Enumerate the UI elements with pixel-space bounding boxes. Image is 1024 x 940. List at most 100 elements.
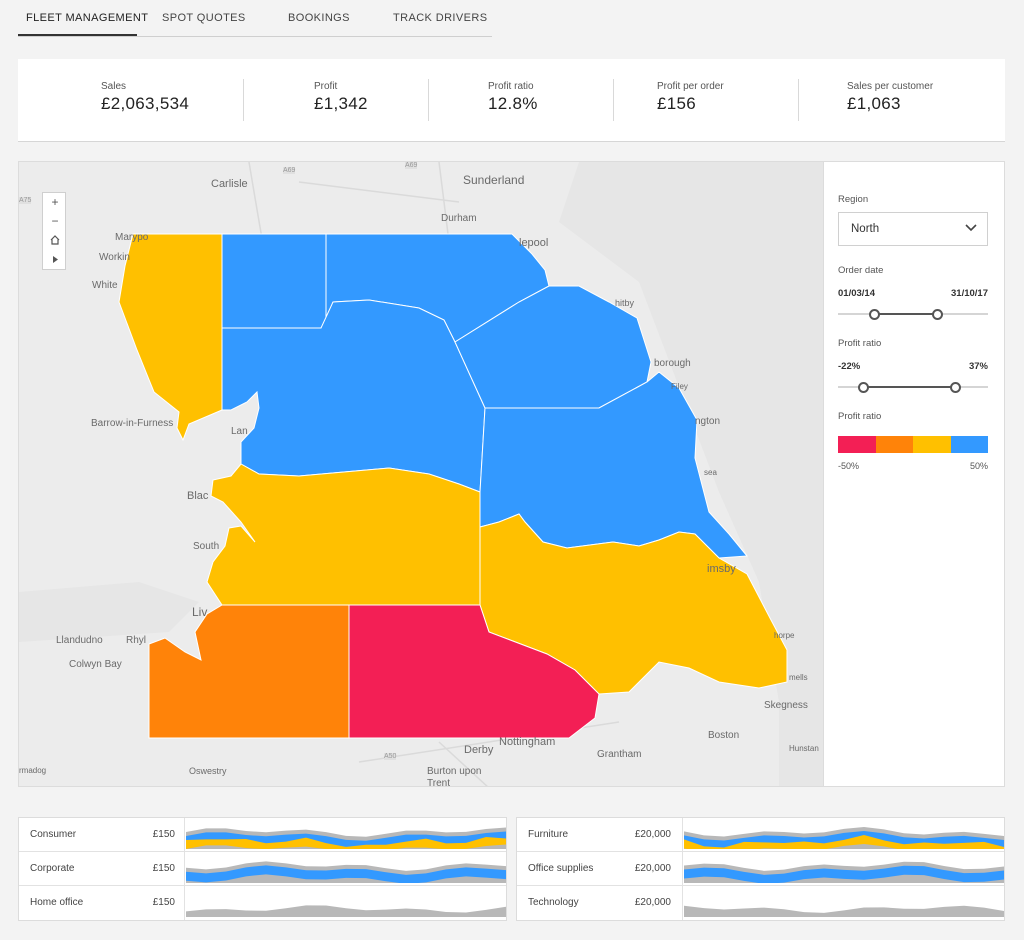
region-lancashire-west-yorkshire[interactable] (206, 463, 481, 606)
profit-ratio-slider-fill (863, 386, 955, 388)
category-name: Furniture (528, 829, 569, 840)
profit-ratio-slider-handle-max[interactable] (949, 381, 961, 393)
profit-ratio-slider[interactable] (838, 381, 988, 393)
map-place-label: rmadog (19, 766, 47, 775)
tab-spot-quotes[interactable]: SPOT QUOTES (162, 12, 246, 24)
map-place-label: hitby (615, 298, 635, 308)
tab-track-drivers[interactable]: TRACK DRIVERS (393, 12, 488, 24)
map-place-label: Liv (192, 605, 208, 619)
kpi-label: Sales (101, 81, 127, 92)
table-row[interactable]: Furniture £20,000 (517, 818, 1004, 852)
map-place-label: mells (789, 673, 808, 682)
tab-bookings[interactable]: BOOKINGS (288, 12, 350, 24)
category-name: Technology (528, 897, 579, 908)
table-row[interactable]: Consumer £150 (19, 818, 506, 852)
profit-ratio-max: 37% (968, 361, 988, 372)
kpi-divider (428, 79, 429, 121)
map-place-label: South (193, 541, 220, 552)
region-select-value: North (851, 223, 880, 235)
kpi-label: Profit per order (657, 81, 724, 92)
order-date-slider-handle-end[interactable] (931, 308, 943, 320)
kpi-value: 12.8% (488, 94, 538, 113)
play-icon[interactable] (43, 250, 67, 269)
table-row[interactable]: Corporate £150 (19, 852, 506, 886)
map-place-label: Lan (231, 426, 248, 437)
sparkline-area (186, 905, 506, 917)
segment-name: Corporate (30, 863, 75, 874)
map-place-label: Durham (441, 213, 477, 224)
kpi-label: Profit (314, 81, 338, 92)
tab-bar: FLEET MANAGEMENT SPOT QUOTES BOOKINGS TR… (18, 0, 492, 37)
sparkline-area (186, 837, 506, 849)
kpi-profit-per-order: Profit per order £156 (657, 81, 724, 114)
map-place-label: Filey (671, 382, 688, 391)
kpi-value: £156 (657, 94, 697, 113)
order-date-slider[interactable] (838, 308, 988, 320)
home-icon[interactable] (43, 231, 67, 250)
kpi-value: £1,063 (847, 94, 901, 113)
legend-swatch-high (950, 436, 988, 453)
segment-value: £150 (152, 897, 175, 908)
sea-area-west (19, 582, 199, 642)
region-label: Region (838, 194, 869, 205)
region-map[interactable]: Carlisle Sunderland Durham Marypo Workin… (18, 161, 824, 787)
map-place-label: Hunstan (789, 744, 819, 753)
region-durham[interactable] (221, 299, 486, 493)
profit-ratio-slider-handle-min[interactable] (858, 381, 869, 393)
legend-max: 50% (969, 461, 988, 471)
map-place-label: Marypo (115, 232, 149, 243)
map-place-label: borough (654, 358, 691, 369)
segment-name: Consumer (30, 829, 77, 840)
map-place-label: horpe (774, 631, 795, 640)
road-marker: A50 (384, 753, 397, 760)
table-row[interactable]: Home office £150 (19, 886, 506, 920)
sparkline (186, 905, 506, 917)
map-place-label: Nottingham (499, 736, 556, 748)
category-table: Furniture £20,000 Office supplies £20,00… (516, 817, 1005, 921)
active-tab-indicator (18, 34, 137, 36)
region-derbyshire-nottinghamshire[interactable] (348, 604, 600, 739)
kpi-sales: Sales £2,063,534 (101, 81, 189, 114)
kpi-value: £2,063,534 (101, 94, 190, 113)
kpi-profit: Profit £1,342 (314, 81, 368, 114)
sea-area (559, 162, 823, 786)
category-value: £20,000 (634, 897, 671, 908)
table-row[interactable]: Technology £20,000 (517, 886, 1004, 920)
kpi-divider (798, 79, 799, 121)
order-date-start: 01/03/14 (838, 288, 875, 299)
column-divider (184, 852, 185, 885)
column-divider (682, 886, 683, 920)
tab-fleet-management[interactable]: FLEET MANAGEMENT (26, 12, 149, 24)
road-marker: A69 (283, 167, 296, 174)
map-place-label: Carlisle (211, 178, 248, 190)
legend-label: Profit ratio (838, 411, 882, 422)
sparkline-area (684, 865, 1004, 883)
region-northumberland-west[interactable] (221, 233, 327, 329)
order-date-slider-handle-start[interactable] (868, 308, 880, 320)
map-controls: + − (42, 192, 66, 270)
column-divider (682, 852, 683, 885)
column-divider (184, 886, 185, 920)
legend-swatch-mid (913, 436, 951, 453)
road-marker: A69 (405, 162, 418, 169)
region-cumbria[interactable] (118, 233, 223, 442)
kpi-sales-per-customer: Sales per customer £1,063 (847, 81, 933, 114)
region-select[interactable]: North (838, 212, 988, 246)
sparkline (684, 827, 1004, 849)
map-place-label: White (92, 280, 118, 291)
zoom-in-button[interactable]: + (51, 195, 59, 209)
category-value: £20,000 (634, 829, 671, 840)
map-canvas (19, 162, 823, 786)
map-place-label: Colwyn Bay (69, 659, 122, 670)
filter-panel: Region North Order date 01/03/14 31/10/1… (824, 161, 1005, 787)
kpi-divider (243, 79, 244, 121)
sparkline-area (186, 865, 506, 883)
sparkline-area (684, 905, 1004, 917)
map-place-label: Barrow-in-Furness (91, 418, 174, 429)
map-place-label: lepool (519, 237, 549, 249)
zoom-out-button[interactable]: − (51, 214, 59, 228)
region-cheshire[interactable] (148, 604, 350, 739)
map-place-label: Boston (708, 730, 740, 741)
map-place-label: ngton (695, 416, 721, 427)
table-row[interactable]: Office supplies £20,000 (517, 852, 1004, 886)
